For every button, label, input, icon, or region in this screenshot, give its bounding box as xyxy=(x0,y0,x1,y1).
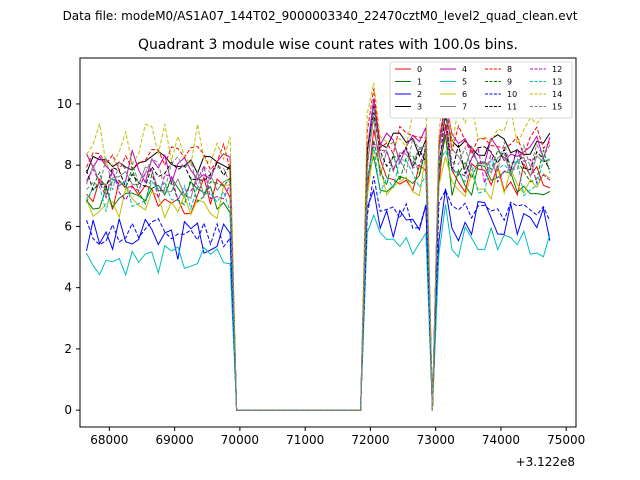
series-line-13 xyxy=(86,145,550,411)
legend-label: 10 xyxy=(507,90,517,99)
series-layer xyxy=(86,69,551,411)
legend-label: 13 xyxy=(552,78,562,87)
legend-label: 1 xyxy=(417,78,422,87)
x-axis: 68000 69000 70000 71000 72000 73000 74000 75000 xyxy=(90,427,585,447)
legend-label: 15 xyxy=(552,103,562,112)
y-tick-label: 2 xyxy=(64,342,72,356)
legend-label: 14 xyxy=(552,90,562,99)
y-tick-label: 10 xyxy=(57,97,72,111)
x-offset-label: +3.122e8 xyxy=(516,455,575,469)
y-tick-label: 8 xyxy=(64,158,72,172)
y-tick-label: 4 xyxy=(64,281,72,295)
legend-label: 7 xyxy=(462,103,467,112)
file-label: Data file: modeM0/AS1A07_144T02_90000033… xyxy=(63,9,578,23)
series-line-9 xyxy=(86,136,551,411)
x-tick-label: 72000 xyxy=(351,433,389,447)
legend-label: 2 xyxy=(417,90,422,99)
legend-label: 8 xyxy=(507,65,512,74)
legend-label: 9 xyxy=(507,78,512,87)
y-axis: 0 2 4 6 8 10 xyxy=(57,97,80,417)
chart-title: Quadrant 3 module wise count rates with … xyxy=(138,37,518,53)
x-tick-label: 73000 xyxy=(417,433,455,447)
x-tick-label: 71000 xyxy=(286,433,324,447)
legend-label: 0 xyxy=(417,65,422,74)
legend-label: 12 xyxy=(552,65,562,74)
x-tick-label: 70000 xyxy=(221,433,259,447)
x-tick-label: 68000 xyxy=(90,433,128,447)
x-tick-label: 69000 xyxy=(156,433,194,447)
legend-label: 6 xyxy=(462,90,467,99)
plot-frame xyxy=(79,57,577,428)
x-tick-label: 75000 xyxy=(547,433,585,447)
legend-label: 3 xyxy=(417,103,422,112)
y-tick-label: 6 xyxy=(64,219,72,233)
series-line-15 xyxy=(86,104,551,411)
legend-label: 4 xyxy=(462,65,467,74)
legend-box xyxy=(389,61,573,119)
legend-label: 5 xyxy=(462,78,467,87)
y-tick-label: 0 xyxy=(64,403,72,417)
x-tick-label: 74000 xyxy=(482,433,520,447)
series-line-8 xyxy=(86,88,551,411)
legend-label: 11 xyxy=(507,103,517,112)
